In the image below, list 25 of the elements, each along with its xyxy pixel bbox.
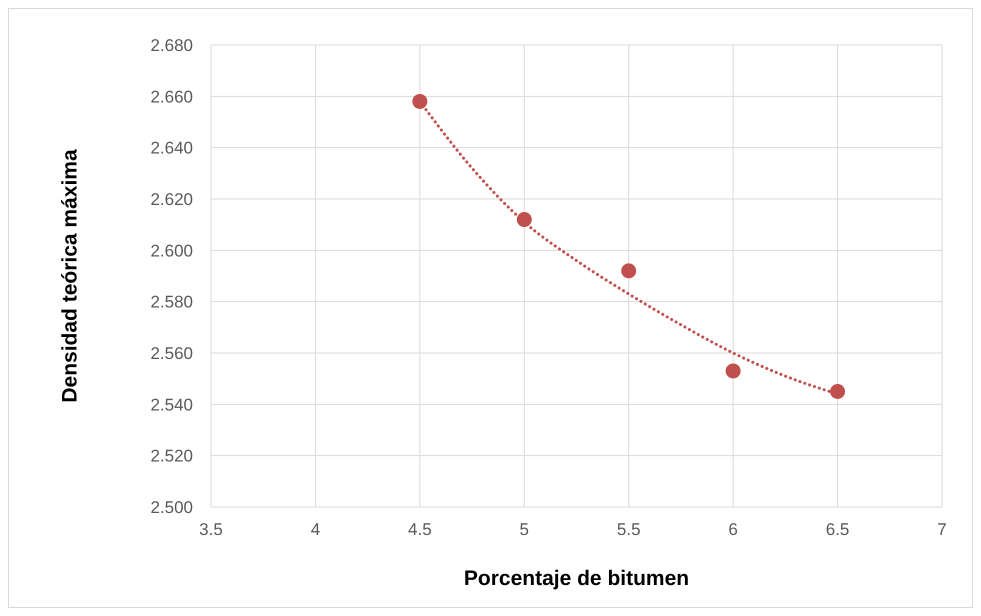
x-tick-label: 3.5 [199,520,223,540]
y-tick-label: 2.600 [150,241,193,260]
y-tick-label: 2.620 [150,190,193,210]
x-tick-label: 5.5 [616,520,641,540]
x-tick-label: 5 [520,520,530,540]
y-tick-label: 2.680 [150,36,193,56]
y-tick-label: 2.640 [150,138,193,158]
point [621,263,636,278]
y-tick-label: 2.560 [150,344,193,364]
y-tick-label: 2.540 [150,395,193,414]
x-tick-label: 7 [937,520,947,540]
x-axis-title: Porcentaje de bitumen [464,567,690,590]
y-tick-label: 2.520 [150,446,193,466]
x-tick-label: 4 [310,520,320,540]
x-tick-label: 6 [728,520,738,540]
point [726,363,741,378]
point [830,384,846,399]
y-axis-title: Densidad teórica máxima [58,149,82,403]
y-tick-label: 2.500 [150,498,193,518]
point [412,94,428,109]
point [516,212,532,228]
x-tick-label: 6.5 [826,520,850,540]
x-tick-label: 4.5 [408,520,432,540]
y-tick-label: 2.580 [150,292,193,312]
y-tick-label: 2.660 [150,87,193,106]
